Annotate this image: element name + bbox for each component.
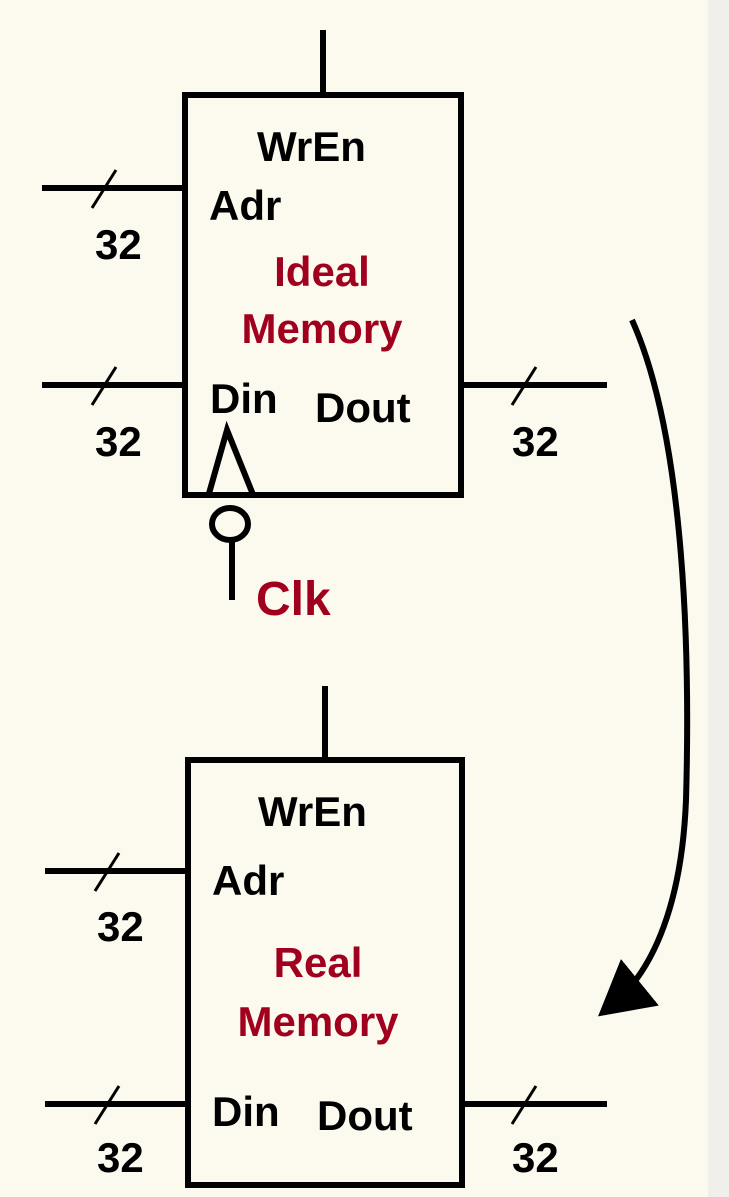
ideal-title-line1: Ideal <box>274 248 370 295</box>
real-din-width-label: 32 <box>97 1134 144 1181</box>
right-edge-strip <box>708 0 729 1197</box>
ideal-din-bus-slash <box>90 366 118 406</box>
ideal-memory-block: WrEn Adr Ideal Memory Din Dout 32 32 32 … <box>42 30 607 626</box>
ideal-clock-inversion-bubble <box>209 505 251 543</box>
real-dout-label: Dout <box>317 1092 413 1139</box>
ideal-din-width-label: 32 <box>95 418 142 465</box>
ideal-dout-width-label: 32 <box>512 418 559 465</box>
real-dout-width-label: 32 <box>512 1134 559 1181</box>
real-adr-bus-slash <box>93 852 121 892</box>
ideal-adr-bus-slash <box>90 169 118 209</box>
ideal-wren-label: WrEn <box>257 123 366 170</box>
real-adr-label: Adr <box>212 857 284 904</box>
ideal-clock-edge-triangle <box>205 420 257 499</box>
ideal-dout-bus-slash <box>510 366 538 406</box>
real-title-line1: Real <box>274 939 363 986</box>
ideal-adr-width-label: 32 <box>95 221 142 268</box>
transition-arrow <box>598 318 691 1017</box>
ideal-adr-label: Adr <box>209 182 281 229</box>
ideal-clock-label: Clk <box>256 573 331 626</box>
ideal-din-label: Din <box>210 375 278 422</box>
real-din-label: Din <box>212 1088 280 1135</box>
real-din-bus-slash <box>93 1085 121 1125</box>
real-title-line2: Memory <box>237 998 399 1045</box>
real-adr-width-label: 32 <box>97 903 144 950</box>
real-memory-block: WrEn Adr Real Memory Din Dout 32 32 32 <box>45 686 607 1188</box>
ideal-title-line2: Memory <box>241 305 403 352</box>
real-dout-bus-slash <box>510 1085 538 1125</box>
ideal-dout-label: Dout <box>315 384 411 431</box>
real-wren-label: WrEn <box>258 788 367 835</box>
